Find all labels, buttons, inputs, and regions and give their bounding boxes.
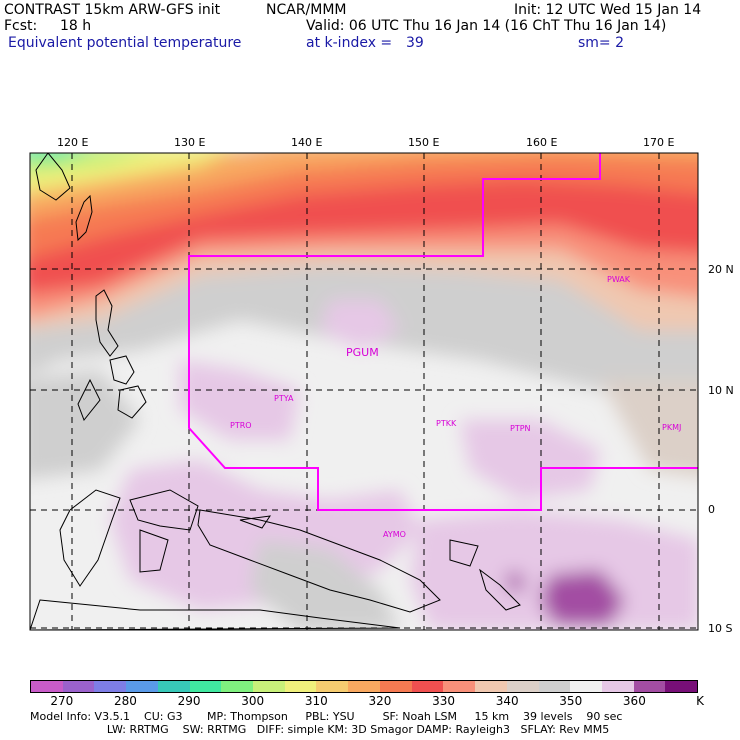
colorbar-label: 330 <box>432 694 455 708</box>
colorbar-swatch <box>31 681 63 692</box>
colorbar-swatch <box>94 681 127 692</box>
colorbar-label: 310 <box>304 694 328 708</box>
lon-label-150e: 150 E <box>408 136 440 149</box>
colorbar-swatch <box>601 681 634 692</box>
coastlines <box>30 153 521 630</box>
colorbar-label: 320 <box>368 694 392 708</box>
colorbar-label: 290 <box>177 694 201 708</box>
station-pkmj: PKMJ <box>662 423 681 432</box>
colorbar-label: 300 <box>241 694 265 708</box>
colorbar-swatch <box>443 681 476 692</box>
station-pgum: PGUM <box>346 346 379 359</box>
lat-label-10s: 10 S <box>708 622 733 635</box>
colorbar-swatch <box>126 681 158 692</box>
colorbar-swatch <box>284 681 317 692</box>
lon-label-120e: 120 E <box>57 136 89 149</box>
lat-label-20n: 20 N <box>708 263 734 276</box>
colorbar-swatch <box>62 681 95 692</box>
colorbar <box>30 680 698 693</box>
colorbar-swatch <box>157 681 190 692</box>
colorbar-label: 270 <box>50 694 74 708</box>
colorbar-label: 280 <box>113 694 137 708</box>
lat-label-equator: 0 <box>708 503 715 516</box>
colorbar-swatch <box>189 681 222 692</box>
colorbar-swatch <box>570 681 602 692</box>
forecast-value: 18 h <box>60 18 92 34</box>
lon-label-170e: 170 E <box>643 136 675 149</box>
station-ptro: PTRO <box>230 421 252 430</box>
colorbar-swatch <box>379 681 412 692</box>
colorbar-swatch <box>665 681 698 692</box>
lat-label-10n: 10 N <box>708 384 734 397</box>
model-info-line2: LW: RRTMG SW: RRTMG DIFF: simple KM: 3D … <box>30 723 610 736</box>
colorbar-swatch <box>633 681 666 692</box>
smoothing: sm= 2 <box>578 35 625 51</box>
colorbar-label: 340 <box>495 694 519 708</box>
field-name: Equivalent potential temperature <box>8 35 242 51</box>
station-ptpn: PTPN <box>510 424 531 433</box>
station-ptya: PTYA <box>274 394 294 403</box>
colorbar-swatch <box>316 681 349 692</box>
model-title: CONTRAST 15km ARW-GFS init <box>4 2 221 18</box>
map-frame <box>29 152 699 631</box>
colorbar-swatch <box>475 681 507 692</box>
init-time: Init: 12 UTC Wed 15 Jan 14 <box>514 2 702 18</box>
colorbar-label: 350 <box>559 694 583 708</box>
colorbar-swatch <box>506 681 539 692</box>
station-ptkk: PTKK <box>436 419 457 428</box>
station-aymo: AYMO <box>383 530 406 539</box>
lon-label-130e: 130 E <box>174 136 206 149</box>
colorbar-swatch <box>221 681 254 692</box>
colorbar-swatch <box>538 681 571 692</box>
station-pwak: PWAK <box>607 275 631 284</box>
colorbar-unit: K <box>696 694 704 708</box>
colorbar-swatch <box>253 681 285 692</box>
level-value: 39 <box>406 35 424 51</box>
level-label: at k-index = <box>306 35 393 51</box>
model-info-line1: Model Info: V3.5.1 CU: G3 MP: Thompson P… <box>30 710 623 723</box>
boundary-line <box>188 153 698 511</box>
colorbar-swatch <box>411 681 444 692</box>
lon-label-140e: 140 E <box>291 136 323 149</box>
colorbar-swatch <box>348 681 380 692</box>
lon-label-160e: 160 E <box>526 136 558 149</box>
organization: NCAR/MMM <box>266 2 347 18</box>
colorbar-label: 360 <box>622 694 646 708</box>
valid-time: Valid: 06 UTC Thu 16 Jan 14 (16 ChT Thu … <box>306 18 667 34</box>
forecast-label: Fcst: <box>4 18 38 34</box>
